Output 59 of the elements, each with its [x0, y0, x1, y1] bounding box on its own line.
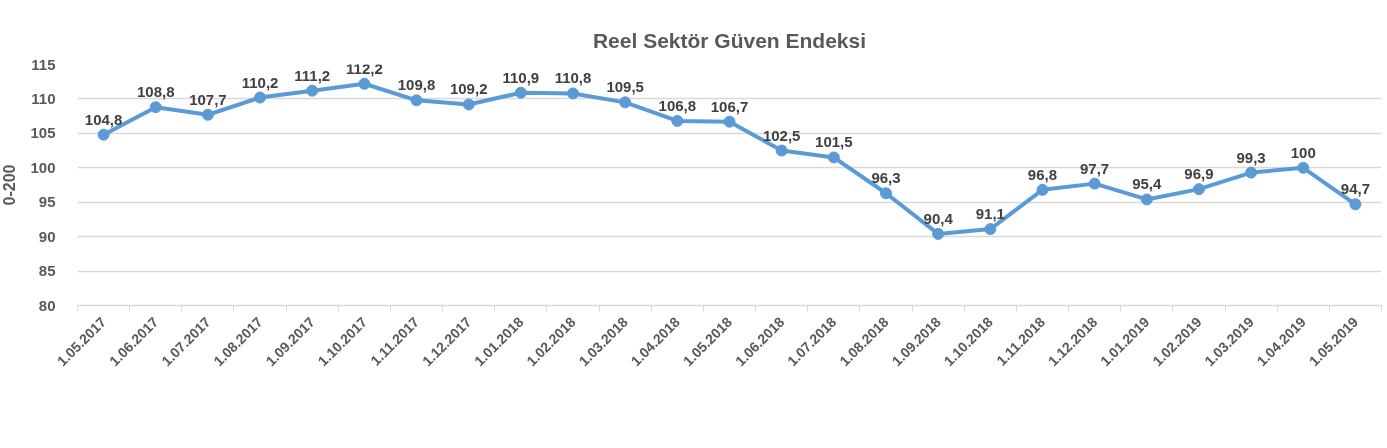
data-label: 109,5: [606, 78, 644, 96]
point: [879, 187, 892, 200]
data-label: 96,3: [871, 169, 901, 187]
data-label: 110,9: [502, 68, 540, 86]
data-label: 110,8: [554, 69, 592, 87]
y-tick-label: 80: [38, 296, 56, 314]
point: [306, 84, 319, 97]
data-label: 109,2: [449, 80, 488, 98]
data-label: 102,5: [762, 126, 801, 144]
data-label: 106,8: [658, 96, 697, 114]
point: [1245, 166, 1258, 179]
data-label: 111,2: [294, 66, 331, 84]
data-label: 109,8: [397, 76, 436, 94]
point: [1036, 183, 1049, 196]
point: [149, 101, 162, 114]
y-tick-label: 110: [31, 89, 56, 107]
data-label: 104,8: [84, 110, 123, 128]
point: [514, 86, 527, 99]
y-tick-label: 100: [30, 158, 56, 176]
point: [619, 96, 632, 109]
data-label: 97,7: [1080, 159, 1110, 177]
data-label: 110,2: [241, 73, 279, 91]
data-label: 99,3: [1236, 148, 1266, 166]
point: [1192, 183, 1205, 196]
point: [1297, 161, 1310, 174]
data-label: 90,4: [923, 209, 954, 227]
data-label: 106,7: [710, 97, 749, 115]
y-axis-title: 0-200: [1, 164, 19, 206]
data-label: 107,7: [189, 90, 227, 108]
y-tick-label: 90: [38, 227, 56, 245]
point: [254, 91, 267, 104]
y-tick-label: 105: [30, 124, 56, 142]
point: [932, 227, 945, 240]
point: [462, 98, 475, 111]
data-label: 101,5: [815, 133, 853, 151]
point: [410, 94, 423, 107]
point: [984, 223, 997, 236]
data-label: 100: [1290, 143, 1316, 161]
data-label: 96,8: [1027, 165, 1058, 183]
point: [1140, 193, 1153, 206]
data-label: 91,1: [975, 205, 1005, 223]
point: [775, 144, 788, 157]
y-tick-label: 115: [31, 55, 56, 73]
chart-title: Reel Sektör Güven Endeksi: [592, 28, 867, 52]
point: [1349, 198, 1362, 211]
data-label: 94,7: [1340, 180, 1371, 198]
y-tick-label: 85: [38, 262, 56, 280]
point: [671, 114, 684, 127]
point: [201, 108, 214, 121]
point: [723, 115, 736, 128]
data-label: 108,8: [136, 83, 175, 101]
point: [567, 87, 580, 100]
y-tick-label: 95: [38, 193, 56, 211]
point: [827, 151, 840, 164]
data-label: 95,4: [1132, 175, 1163, 193]
point: [1088, 177, 1101, 190]
point: [358, 77, 371, 90]
data-label: 96,9: [1184, 165, 1214, 183]
point: [97, 128, 110, 141]
